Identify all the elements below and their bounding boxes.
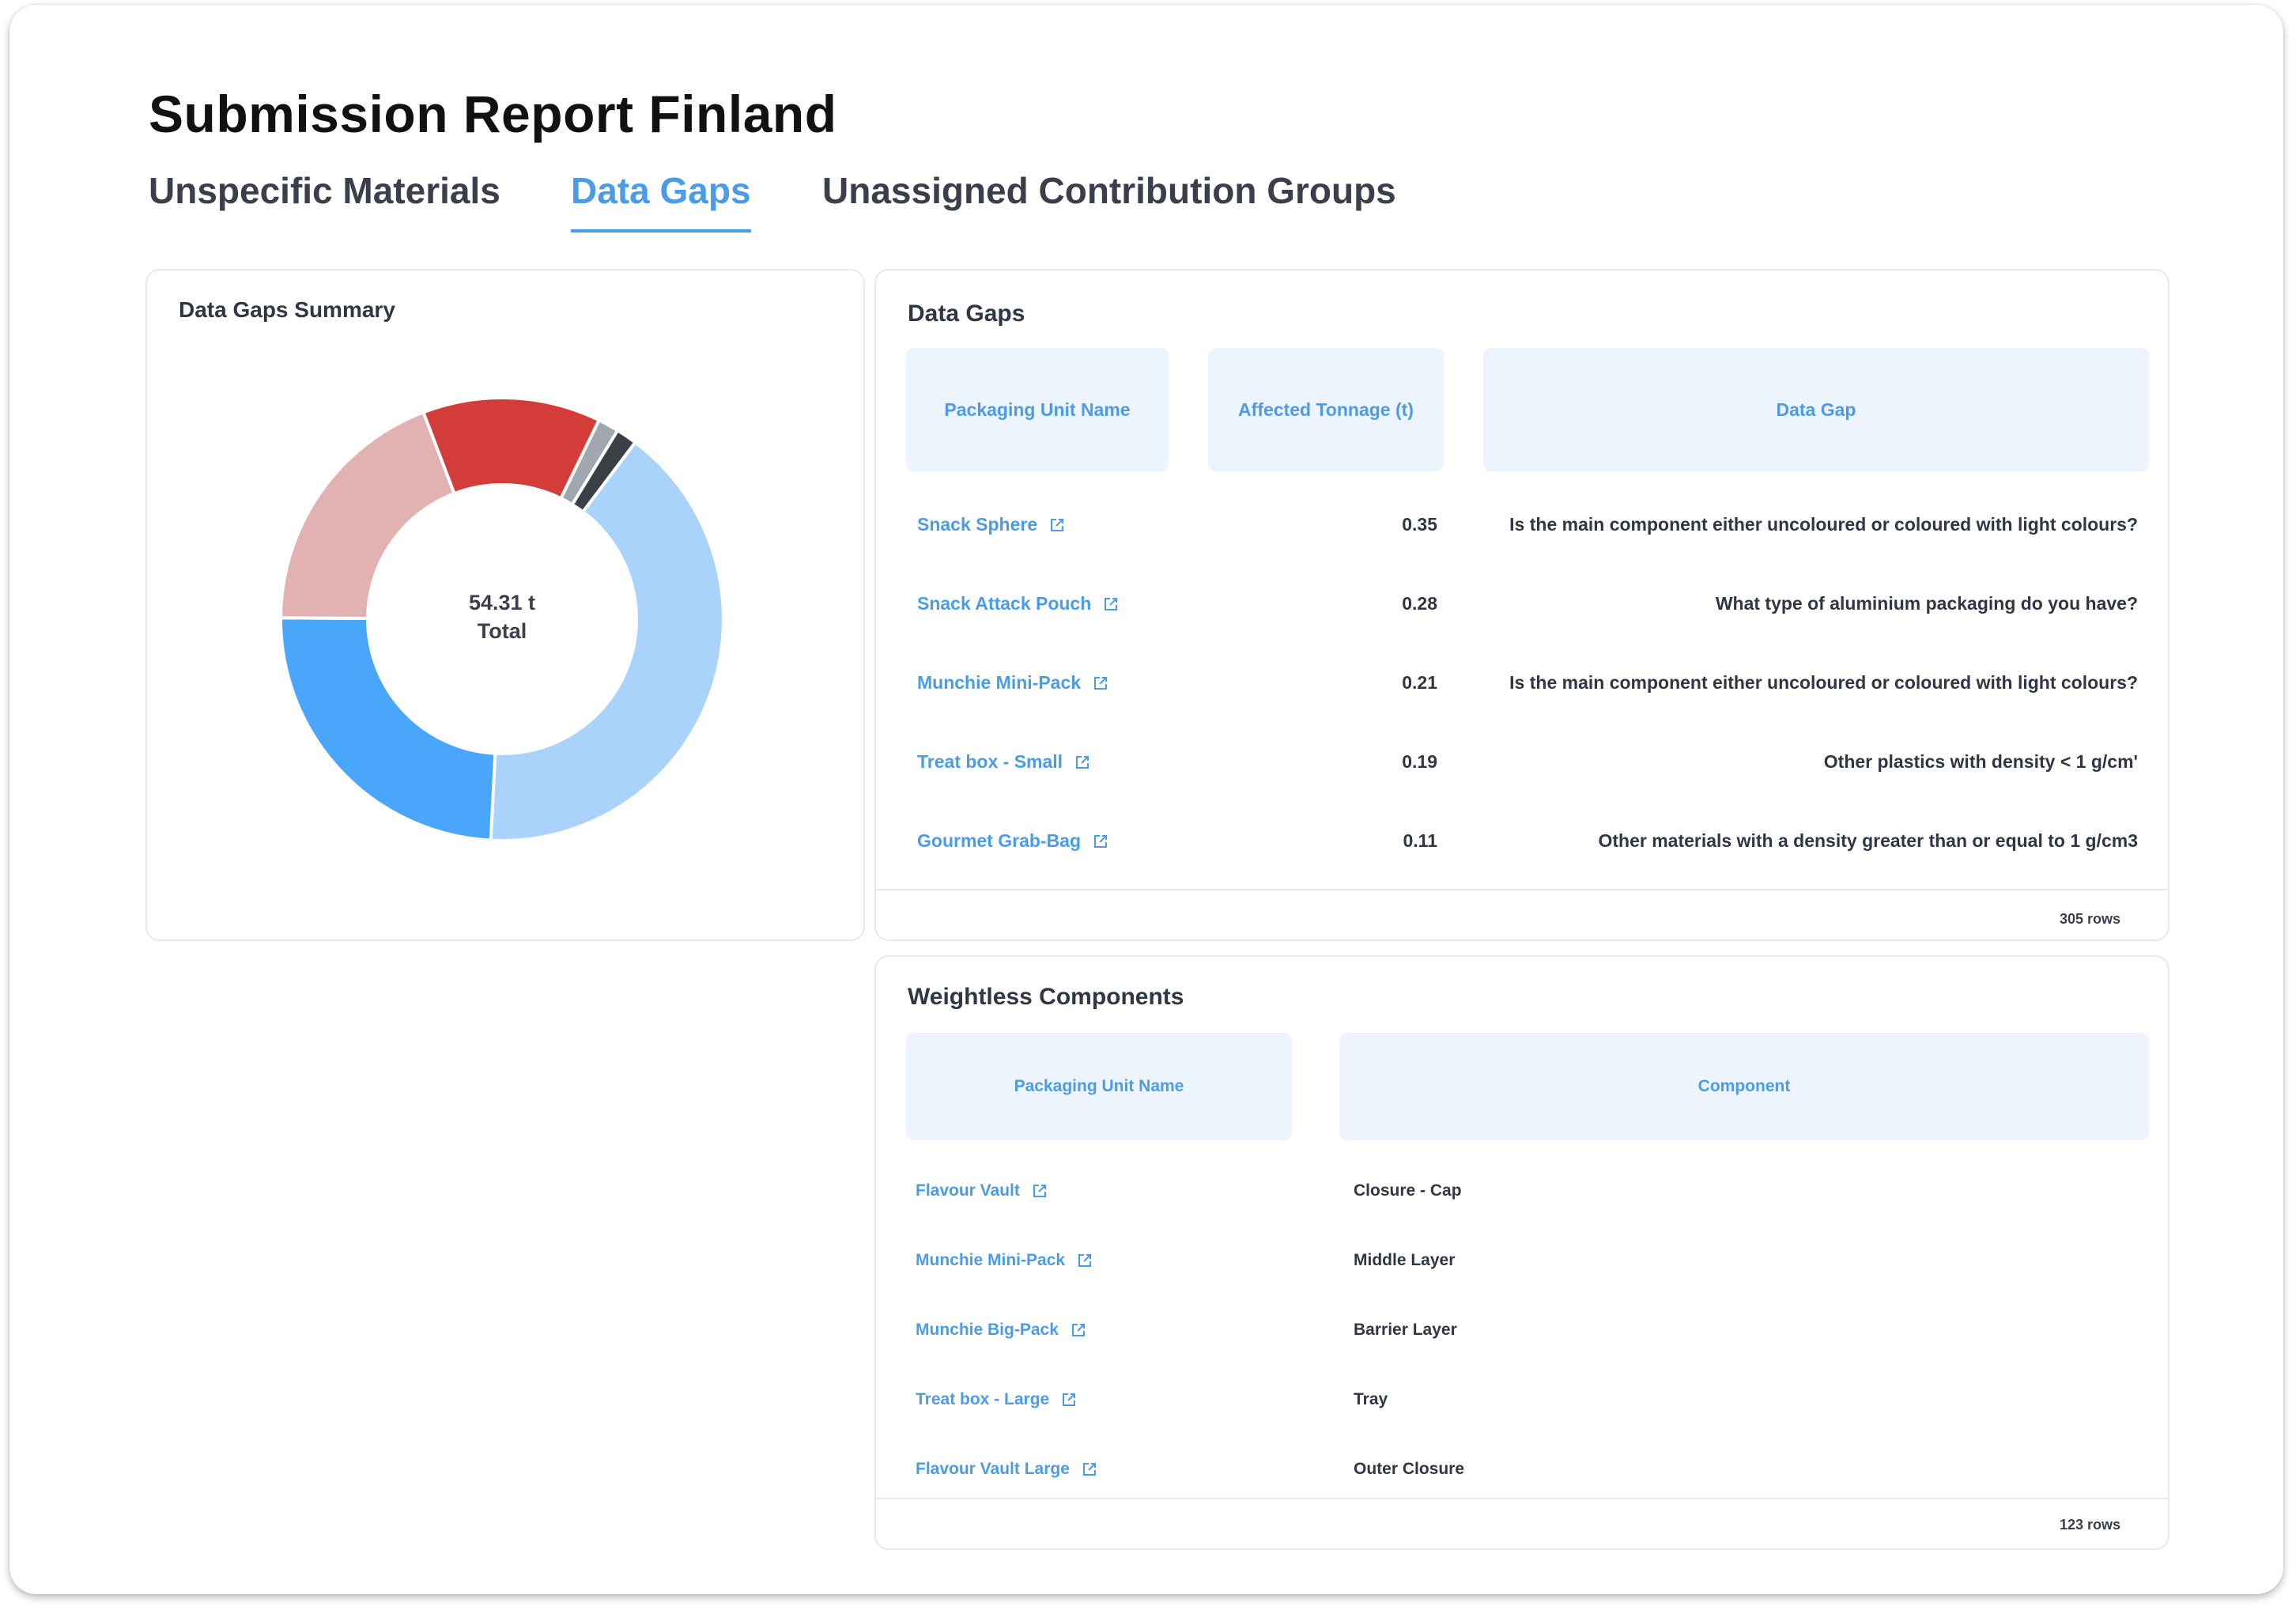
donut-slice-2[interactable]	[279, 616, 497, 842]
external-link-icon	[1071, 1324, 1085, 1336]
external-link-icon	[1063, 1393, 1076, 1406]
column-header-packaging-unit-name[interactable]: Packaging Unit Name	[906, 348, 1169, 471]
data-gap-text: Other materials with a density greater t…	[1598, 830, 2138, 851]
packaging-unit-link[interactable]: Snack Sphere	[917, 514, 1064, 535]
weightless-components-card: Weightless Components Packaging Unit Nam…	[874, 955, 2169, 1550]
column-header-data-gap[interactable]: Data Gap	[1483, 348, 2149, 471]
weightless-components-title: Weightless Components	[908, 984, 1184, 1010]
column-header-affected-tonnage[interactable]: Affected Tonnage (t)	[1208, 348, 1444, 471]
row-count: 123 rows	[2059, 1517, 2120, 1533]
packaging-unit-link[interactable]: Gourmet Grab-Bag	[917, 830, 1108, 852]
donut-slice-3[interactable]	[278, 410, 457, 620]
packaging-unit-name: Munchie Big-Pack	[916, 1321, 1059, 1339]
packaging-unit-link[interactable]: Snack Attack Pouch	[917, 593, 1118, 614]
external-link-icon	[1082, 1463, 1096, 1476]
page-title: Submission Report Finland	[149, 85, 837, 143]
external-link-icon	[1094, 676, 1108, 690]
external-link-icon	[1105, 597, 1118, 610]
packaging-unit-name: Snack Attack Pouch	[917, 593, 1092, 614]
packaging-unit-name: Flavour Vault	[916, 1181, 1020, 1200]
tab-unassigned-contribution-groups[interactable]: Unassigned Contribution Groups	[822, 170, 1396, 211]
data-gaps-card: Data Gaps Packaging Unit Name Affected T…	[874, 269, 2169, 941]
summary-title: Data Gaps Summary	[179, 297, 395, 322]
packaging-unit-link[interactable]: Munchie Mini-Pack	[916, 1251, 1092, 1270]
component-name: Middle Layer	[1354, 1251, 1456, 1269]
component-name: Outer Closure	[1354, 1460, 1465, 1478]
affected-tonnage: 0.35	[1402, 514, 1437, 535]
data-gap-text: What type of aluminium packaging do you …	[1715, 593, 2138, 614]
row-count: 305 rows	[2059, 911, 2120, 927]
component-name: Barrier Layer	[1354, 1321, 1457, 1339]
packaging-unit-link[interactable]: Munchie Big-Pack	[916, 1321, 1086, 1340]
donut-total-label: Total	[477, 619, 527, 643]
external-link-icon	[1078, 1254, 1092, 1267]
donut-total-value: 54.31 t	[468, 591, 536, 614]
data-gaps-title: Data Gaps	[908, 300, 1025, 327]
packaging-unit-name: Treat box - Large	[916, 1390, 1050, 1408]
donut-chart	[278, 396, 725, 842]
packaging-unit-link[interactable]: Treat box - Large	[916, 1390, 1076, 1409]
report-window: Submission Report Finland Unspecific Mat…	[9, 5, 2283, 1594]
data-gaps-summary-card: Data Gaps Summary 54.31 t Total	[145, 269, 865, 941]
column-header-component[interactable]: Component	[1339, 1033, 2149, 1140]
tab-data-gaps[interactable]: Data Gaps	[571, 169, 751, 232]
packaging-unit-name: Treat box - Small	[917, 751, 1063, 772]
external-link-icon	[1076, 755, 1089, 769]
external-link-icon	[1094, 834, 1108, 848]
tab-unspecific-materials[interactable]: Unspecific Materials	[149, 170, 500, 211]
packaging-unit-name: Flavour Vault Large	[916, 1460, 1070, 1478]
donut-slice-1[interactable]	[489, 440, 725, 842]
packaging-unit-link[interactable]: Flavour Vault	[916, 1181, 1047, 1200]
data-gap-text: Is the main component either uncoloured …	[1509, 672, 2138, 693]
component-name: Closure - Cap	[1354, 1181, 1462, 1200]
donut-slice-6[interactable]	[570, 428, 638, 515]
packaging-unit-name: Munchie Mini-Pack	[916, 1251, 1066, 1269]
component-name: Tray	[1354, 1390, 1388, 1408]
external-link-icon	[1051, 518, 1064, 531]
table-footer-divider	[876, 889, 2168, 890]
external-link-icon	[1033, 1185, 1046, 1197]
table-footer-divider	[876, 1498, 2168, 1499]
data-gap-text: Other plastics with density < 1 g/cm'	[1823, 751, 2138, 772]
affected-tonnage: 0.11	[1403, 830, 1438, 851]
affected-tonnage: 0.21	[1402, 672, 1437, 693]
affected-tonnage: 0.28	[1402, 593, 1437, 614]
packaging-unit-name: Gourmet Grab-Bag	[917, 830, 1082, 851]
affected-tonnage: 0.19	[1402, 751, 1437, 772]
donut-center-label: 54.31 t Total	[411, 588, 593, 645]
packaging-unit-link[interactable]: Munchie Mini-Pack	[917, 672, 1108, 694]
packaging-unit-name: Munchie Mini-Pack	[917, 672, 1082, 693]
data-gap-text: Is the main component either uncoloured …	[1509, 514, 2138, 535]
packaging-unit-link[interactable]: Treat box - Small	[917, 751, 1089, 773]
packaging-unit-name: Snack Sphere	[917, 514, 1038, 535]
packaging-unit-link[interactable]: Flavour Vault Large	[916, 1460, 1097, 1479]
column-header-packaging-unit-name[interactable]: Packaging Unit Name	[906, 1033, 1292, 1140]
